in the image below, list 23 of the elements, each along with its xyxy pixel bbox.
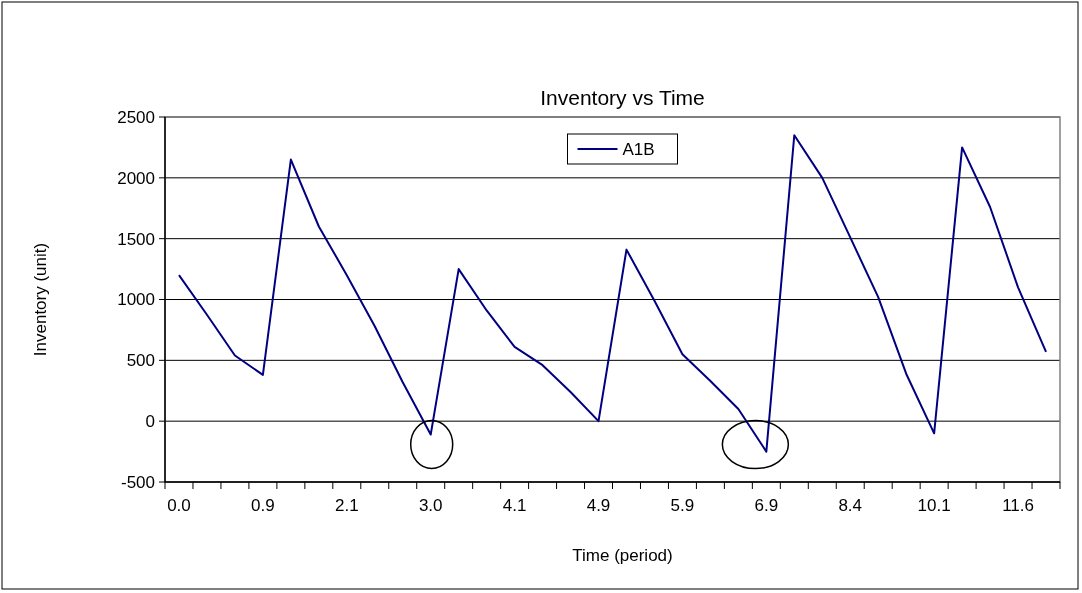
x-tick-label: 5.9 xyxy=(670,496,695,515)
x-tick-label: 4.9 xyxy=(586,496,611,515)
y-tick-label: 2000 xyxy=(117,168,155,188)
y-tick-label: 2500 xyxy=(117,107,155,127)
x-tick-label: 2.1 xyxy=(334,496,359,515)
legend-label: A1B xyxy=(622,139,655,159)
x-tick-label: 0.9 xyxy=(251,496,275,515)
x-tick-label: 4.1 xyxy=(502,496,527,515)
y-tick-label: 1500 xyxy=(117,229,155,249)
y-tick-label: 0 xyxy=(145,412,155,432)
chart-title: Inventory vs Time xyxy=(540,86,705,109)
y-tick-label: 1000 xyxy=(117,290,155,310)
y-axis-title: Inventory (unit) xyxy=(31,242,50,357)
x-tick-label: 10.1 xyxy=(917,496,951,515)
x-tick-label: 0.0 xyxy=(167,496,191,515)
y-tick-label: 500 xyxy=(126,351,155,371)
y-tick-label: -500 xyxy=(120,472,155,492)
line-series xyxy=(177,134,1048,453)
x-tick-label: 6.9 xyxy=(754,496,779,515)
x-tick-label: 11.6 xyxy=(1002,496,1034,515)
x-tick-label: 3.0 xyxy=(418,496,443,515)
x-axis-title: Time (period) xyxy=(572,546,673,565)
x-tick-label: 8.4 xyxy=(838,496,863,515)
